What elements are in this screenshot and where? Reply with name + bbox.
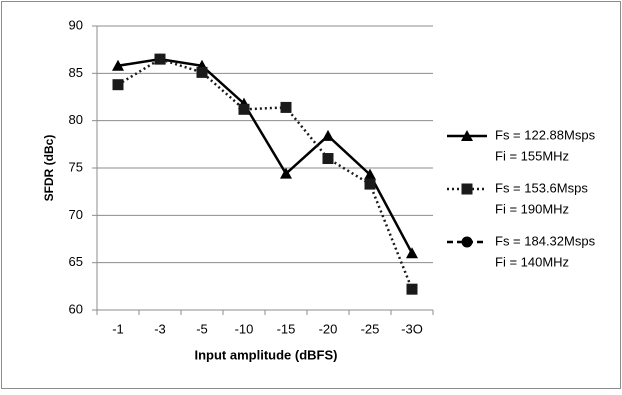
- y-tick-label: 70: [69, 207, 83, 222]
- legend-label: Fi = 140MHz: [495, 254, 569, 269]
- data-point: [364, 178, 376, 190]
- x-tick-label: -15: [277, 321, 296, 336]
- data-point: [364, 168, 376, 180]
- legend-marker: [461, 236, 473, 248]
- chart-border: [1, 1, 621, 389]
- legend-label: Fs = 122.88Msps: [495, 127, 596, 142]
- legend-label: Fs = 184.32Msps: [495, 233, 596, 248]
- legend-marker: [461, 183, 473, 195]
- y-tick-label: 90: [69, 17, 83, 32]
- series-line: [117, 57, 414, 290]
- x-axis-label: Input amplitude (dBFS): [195, 347, 338, 362]
- y-tick-label: 80: [69, 112, 83, 127]
- data-point: [112, 79, 124, 91]
- x-tick-label: -1: [112, 321, 124, 336]
- data-point: [238, 103, 250, 115]
- data-point: [322, 129, 334, 141]
- x-tick-label: -20: [319, 321, 338, 336]
- x-tick-label: -10: [235, 321, 254, 336]
- data-point: [322, 153, 334, 165]
- data-point: [196, 66, 208, 78]
- legend-label: Fi = 155MHz: [495, 148, 569, 163]
- y-tick-label: 60: [69, 301, 83, 316]
- x-tick-label: -5: [196, 321, 208, 336]
- y-tick-label: 85: [69, 65, 83, 80]
- data-point: [280, 101, 292, 113]
- data-point: [406, 283, 418, 295]
- data-point: [406, 247, 418, 259]
- legend-label: Fi = 190MHz: [495, 201, 569, 216]
- data-point: [154, 53, 166, 65]
- x-tick-label: -3O: [401, 321, 423, 336]
- legend-label: Fs = 153.6Msps: [495, 180, 588, 195]
- y-tick-label: 65: [69, 254, 83, 269]
- y-axis-label: SFDR (dBc): [42, 135, 56, 202]
- x-tick-label: -25: [361, 321, 380, 336]
- data-point: [112, 59, 124, 71]
- legend-marker: [461, 130, 473, 141]
- x-tick-label: -3: [154, 321, 166, 336]
- data-point: [280, 167, 292, 179]
- y-tick-label: 75: [69, 159, 83, 174]
